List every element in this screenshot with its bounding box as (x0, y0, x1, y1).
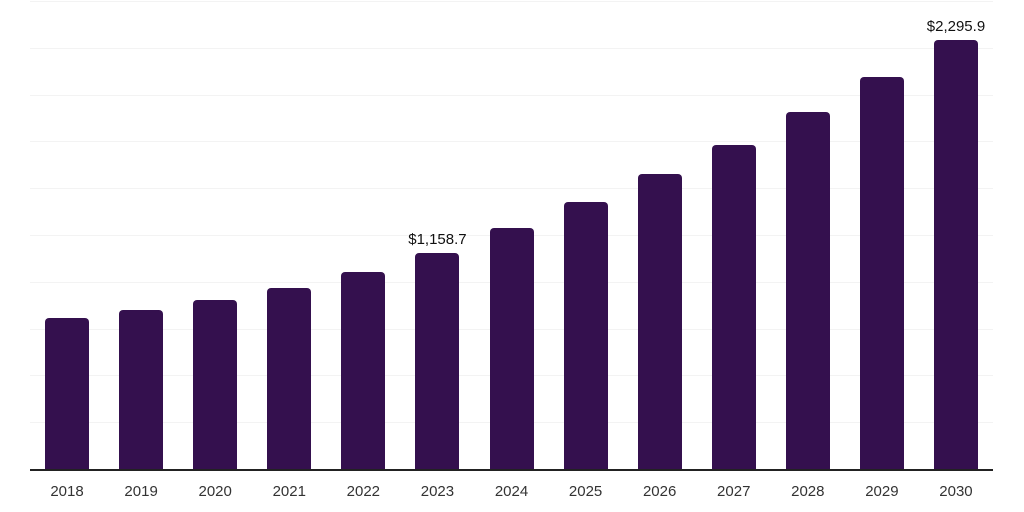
x-tick-label-2028: 2028 (791, 483, 825, 500)
bar-2024 (489, 227, 534, 470)
bar-2019 (119, 309, 164, 470)
x-tick-label-2026: 2026 (642, 483, 677, 500)
bar-2030: $2,295.9 (927, 18, 985, 470)
bar-slot-2027 (697, 2, 771, 470)
x-tick-label-2019: 2019 (124, 483, 158, 500)
gridline-1500 (30, 188, 993, 190)
x-tick-label-2023: 2023 (420, 483, 455, 500)
bar-slot-2026 (623, 2, 697, 470)
bar-2018 (45, 318, 90, 470)
bar-slot-2022 (326, 2, 400, 470)
x-tick-label-2030: 2030 (939, 483, 973, 500)
bar-2020 (193, 300, 238, 470)
bar-2025 (563, 202, 608, 470)
bar-2027 (711, 145, 756, 470)
gridline-2000 (30, 94, 993, 96)
x-tick-label-2024: 2024 (494, 483, 529, 500)
gridline-1750 (30, 141, 993, 143)
data-label-2030: $2,295.9 (926, 18, 986, 36)
bar-slot-2020 (178, 2, 252, 470)
bar-2026 (637, 174, 682, 470)
x-tick-label-2018: 2018 (50, 483, 84, 500)
x-axis-line (30, 469, 993, 471)
bar-slot-2018 (30, 2, 104, 470)
bar-slot-2025 (549, 2, 623, 470)
x-tick-label-2021: 2021 (272, 483, 306, 500)
bar-slot-2019 (104, 2, 178, 470)
x-axis-labels: 2018 2019 2020 2021 2022 2023 2024 2025 2026 2027… (30, 483, 993, 500)
gridline-2250 (30, 47, 993, 49)
bar-slot-2028 (771, 2, 845, 470)
bar-2029 (859, 77, 904, 470)
plot-area: $1,158.7 $2,295.9 (30, 1, 993, 471)
bar-2021 (267, 288, 312, 470)
bar-slot-2021 (252, 2, 326, 470)
x-tick-label-2020: 2020 (198, 483, 232, 500)
x-tick-label-2025: 2025 (568, 483, 603, 500)
bars-container: $1,158.7 $2,295.9 (30, 2, 993, 470)
x-tick-label-2029: 2029 (865, 483, 899, 500)
bar-2022 (341, 272, 386, 470)
x-tick-label-2027: 2027 (717, 483, 751, 500)
bar-slot-2030: $2,295.9 (919, 2, 993, 470)
bar-slot-2023: $1,158.7 (400, 2, 474, 470)
gridline-2500 (30, 1, 993, 2)
bar-slot-2029 (845, 2, 919, 470)
bar-2028 (785, 111, 830, 470)
bar-slot-2024 (474, 2, 548, 470)
x-tick-label-2022: 2022 (346, 483, 381, 500)
data-label-2023: $1,158.7 (408, 231, 467, 249)
bar-2023: $1,158.7 (408, 231, 467, 470)
